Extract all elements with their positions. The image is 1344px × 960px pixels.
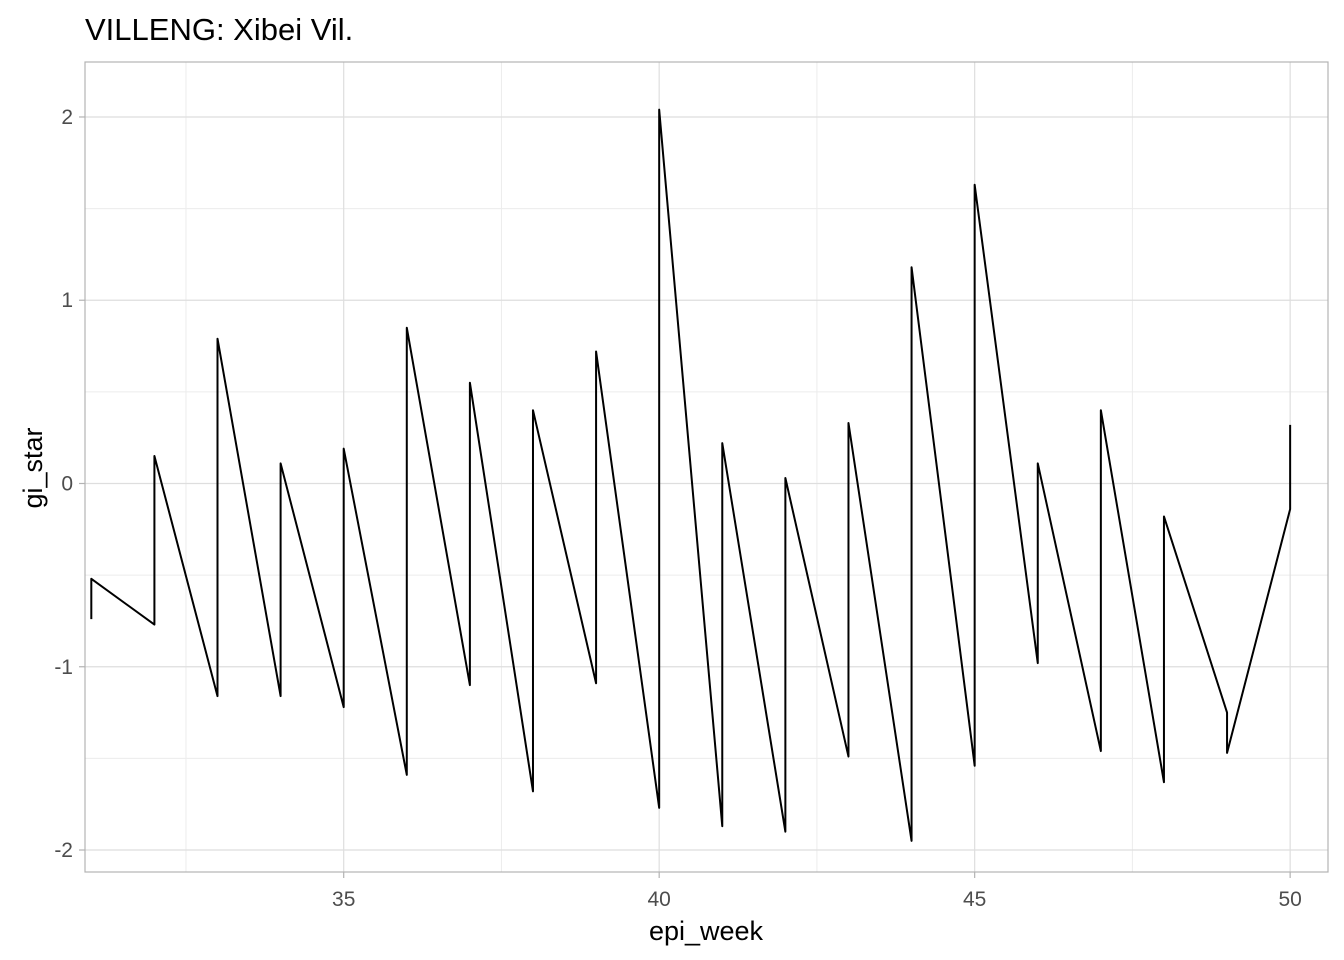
- minor-gridlines: [85, 62, 1328, 872]
- x-tick-label: 35: [332, 888, 355, 911]
- plot-panel: [84, 61, 1329, 873]
- chart-title: VILLENG: Xibei Vil.: [85, 12, 353, 47]
- y-axis-title: gi_star: [18, 427, 48, 508]
- x-tick-label: 45: [963, 888, 986, 911]
- y-tick-label: 1: [61, 289, 73, 312]
- y-tick-label: 0: [61, 472, 73, 495]
- x-axis-title: epi_week: [649, 916, 764, 946]
- y-axis: -2 -1 0 1 2: [54, 106, 85, 862]
- panel-border: [84, 61, 1329, 873]
- x-tick-label: 50: [1278, 888, 1301, 911]
- series-layer: [90, 108, 1292, 842]
- y-tick-label: -1: [54, 656, 73, 679]
- y-tick-label: -2: [54, 839, 73, 862]
- x-tick-label: 40: [647, 888, 670, 911]
- y-tick-label: 2: [61, 106, 73, 129]
- series-line: [90, 108, 1292, 842]
- major-gridlines: [85, 62, 1328, 872]
- x-axis: 35 40 45 50: [332, 872, 1302, 911]
